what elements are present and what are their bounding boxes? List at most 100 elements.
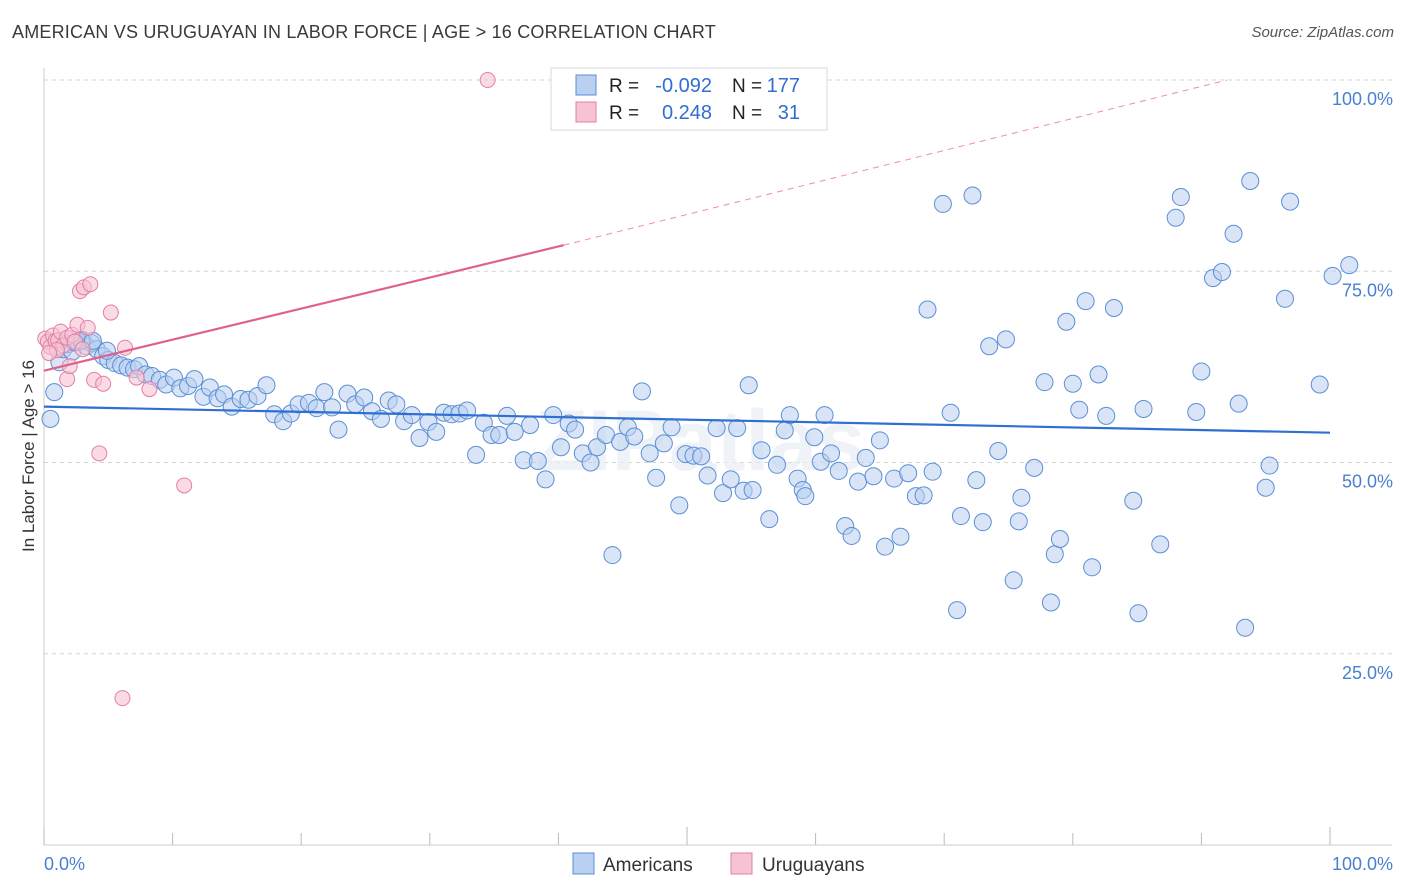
uruguayan-point — [59, 371, 76, 388]
american-point — [1212, 263, 1231, 282]
american-point — [1256, 478, 1275, 497]
stat-r-value: -0.092 — [655, 75, 712, 97]
american-point — [963, 186, 982, 205]
uruguayan-point — [141, 381, 158, 398]
american-point — [714, 484, 733, 503]
american-point — [1129, 604, 1148, 623]
american-point — [1124, 491, 1143, 510]
american-point — [662, 418, 681, 437]
stat-n-label: N = — [732, 76, 762, 97]
american-point — [640, 444, 659, 463]
american-point — [876, 537, 895, 556]
uruguayan-point — [74, 341, 91, 358]
stat-r-value: 0.248 — [662, 102, 712, 124]
american-point — [1229, 394, 1248, 413]
american-point — [1241, 171, 1260, 190]
uruguayan-point — [128, 369, 145, 386]
american-point — [654, 434, 673, 453]
american-point — [980, 337, 999, 356]
uruguayans-points — [37, 72, 496, 707]
american-point — [1009, 512, 1028, 531]
y-tick-label: 75.0% — [1342, 280, 1393, 300]
american-point — [355, 388, 374, 407]
american-point — [989, 442, 1008, 461]
american-point — [1041, 593, 1060, 612]
y-axis-label: In Labor Force | Age > 16 — [19, 360, 38, 552]
american-point — [1323, 266, 1342, 285]
american-point — [941, 403, 960, 422]
american-point — [307, 399, 326, 418]
american-point — [1104, 298, 1123, 317]
american-point — [1192, 362, 1211, 381]
uruguayan-point — [176, 477, 193, 494]
american-point — [933, 194, 952, 213]
american-point — [1045, 545, 1064, 564]
american-point — [45, 383, 64, 402]
uruguayan-point — [114, 690, 131, 707]
american-point — [721, 470, 740, 489]
american-point — [1281, 192, 1300, 211]
stats-box: R = -0.092 N = 177 R = 0.248 N = 31 — [550, 67, 828, 131]
legend-swatch-americans — [572, 852, 595, 875]
american-point — [185, 370, 204, 389]
american-point — [1070, 400, 1089, 419]
uruguayans-trend-line — [43, 244, 564, 372]
american-point — [528, 451, 547, 470]
legend-label-uruguayans: Uruguayans — [762, 855, 864, 876]
american-point — [752, 441, 771, 460]
uruguayan-point — [102, 304, 119, 321]
american-point — [1151, 535, 1170, 554]
y-tick-label: 50.0% — [1342, 472, 1393, 492]
american-point — [41, 409, 60, 428]
american-point — [728, 419, 747, 438]
american-point — [1275, 289, 1294, 308]
american-point — [1224, 224, 1243, 243]
american-point — [822, 444, 841, 463]
stat-n-value: 31 — [778, 102, 800, 124]
uruguayan-point — [95, 375, 112, 392]
american-point — [1063, 374, 1082, 393]
chart-title: AMERICAN VS URUGUAYAN IN LABOR FORCE | A… — [12, 22, 716, 42]
uruguayans-trend-extension — [563, 79, 1228, 246]
american-point — [805, 428, 824, 447]
american-point — [815, 406, 834, 425]
american-point — [1236, 618, 1255, 637]
stat-r-label: R = — [609, 76, 639, 97]
american-point — [1134, 399, 1153, 418]
american-point — [967, 471, 986, 490]
american-point — [973, 513, 992, 532]
stat-n-label: N = — [732, 103, 762, 124]
american-point — [1097, 406, 1116, 425]
american-point — [796, 487, 815, 506]
american-point — [914, 486, 933, 505]
uruguayans-swatch — [575, 101, 597, 123]
stat-r-label: R = — [609, 103, 639, 124]
american-point — [329, 420, 348, 439]
american-point — [625, 427, 644, 446]
american-point — [692, 447, 711, 466]
american-point — [775, 421, 794, 440]
americans-swatch — [575, 74, 597, 96]
american-point — [948, 601, 967, 620]
american-point — [647, 468, 666, 487]
american-point — [996, 330, 1015, 349]
american-point — [1310, 375, 1329, 394]
american-point — [743, 481, 762, 500]
uruguayan-point — [91, 445, 108, 462]
american-point — [536, 470, 555, 489]
legend-swatch-uruguayans — [730, 852, 753, 875]
american-point — [760, 510, 779, 529]
american-point — [707, 419, 726, 438]
y-tick-label: 25.0% — [1342, 663, 1393, 683]
american-point — [918, 300, 937, 319]
american-point — [864, 467, 883, 486]
american-point — [427, 422, 446, 441]
american-point — [1171, 188, 1190, 207]
american-point — [849, 472, 868, 491]
y-tick-labels: 25.0% 50.0% 75.0% 100.0% — [1332, 89, 1393, 683]
american-point — [768, 455, 787, 474]
american-point — [544, 406, 563, 425]
american-point — [1260, 456, 1279, 475]
source-label: Source: ZipAtlas.com — [1251, 24, 1394, 41]
uruguayan-point — [41, 345, 58, 362]
